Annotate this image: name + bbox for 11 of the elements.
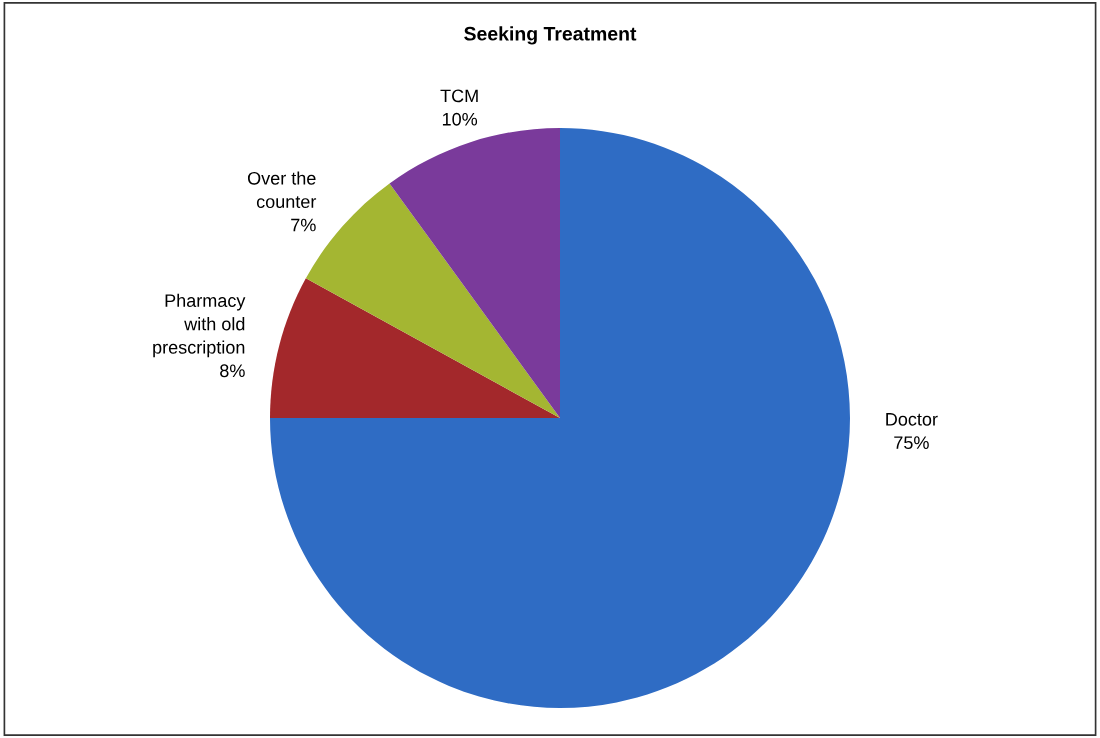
chart-title: Seeking Treatment [464, 26, 637, 45]
slice-label: Pharmacy with old prescription [153, 293, 246, 358]
slice-label: TCM [440, 89, 478, 103]
slice-label: Over the counter [247, 171, 317, 209]
pie-slice [270, 278, 560, 418]
pie-slice [389, 128, 560, 418]
slice-label: Doctor [886, 413, 938, 426]
data-label: 7% [291, 218, 316, 232]
data-label: 10% [442, 112, 478, 126]
data-label: 75% [894, 436, 929, 450]
data-label: 8% [220, 364, 245, 378]
